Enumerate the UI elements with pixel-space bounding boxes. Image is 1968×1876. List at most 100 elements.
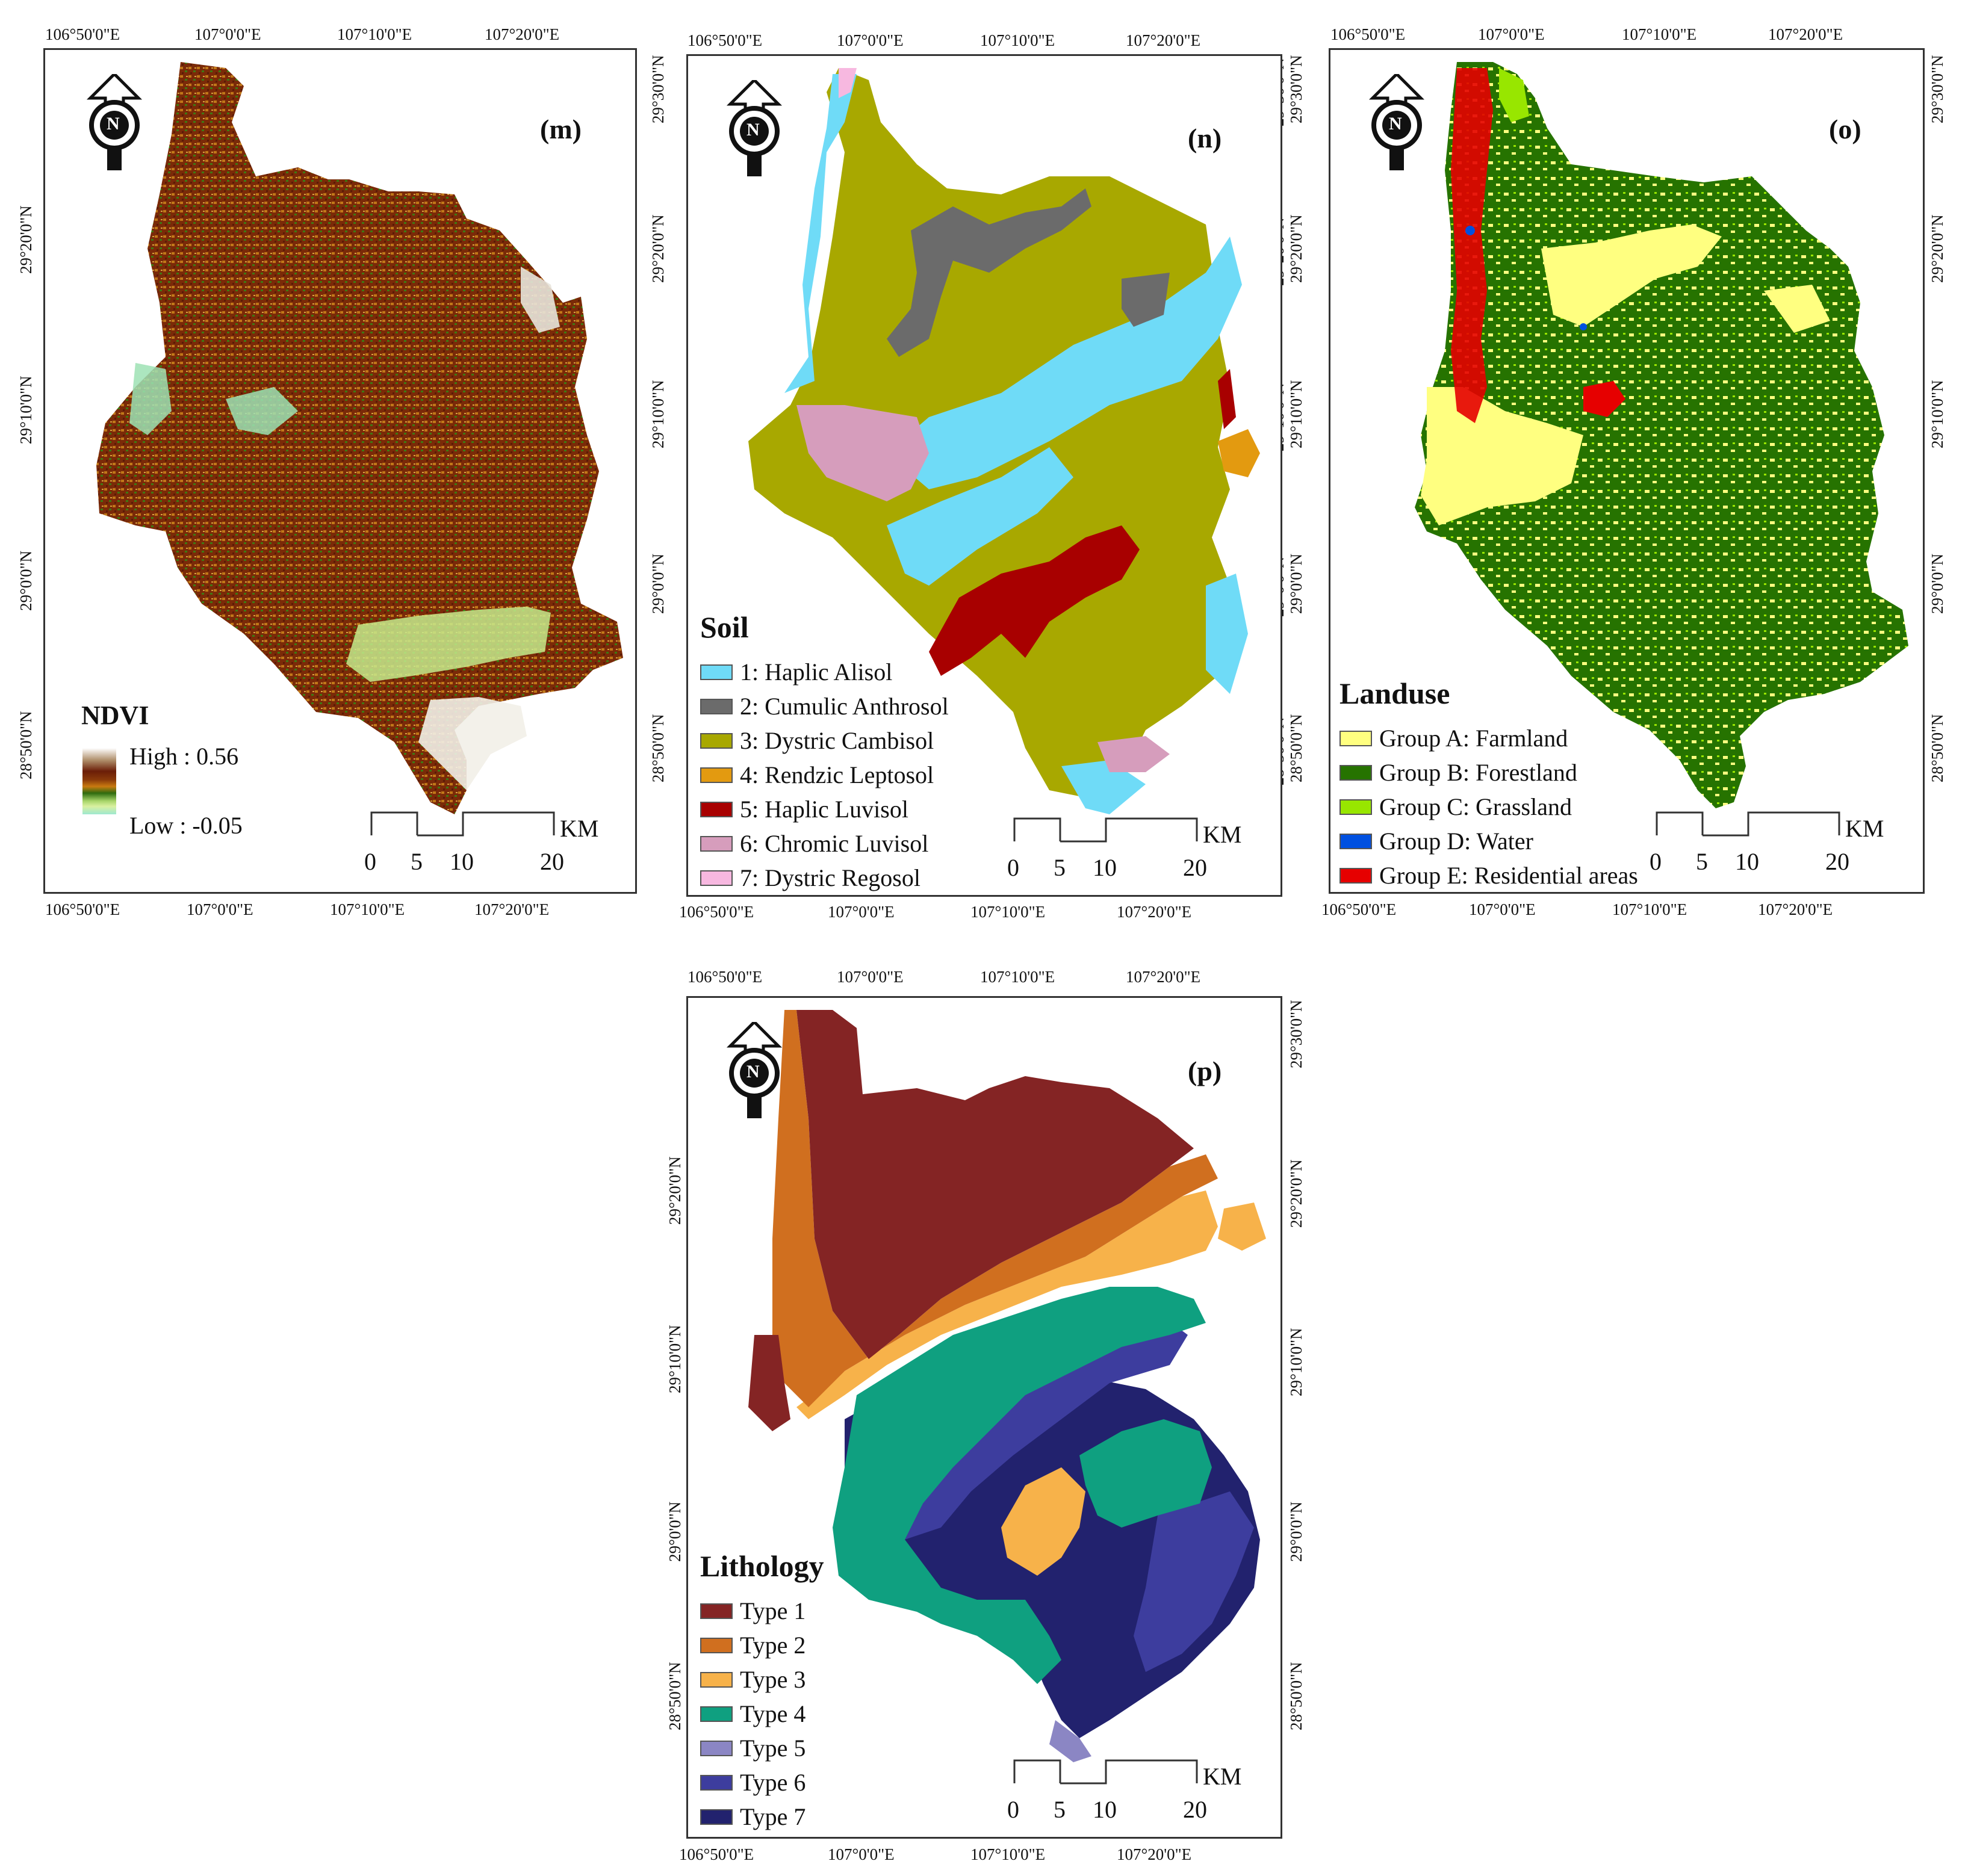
scale-tick: 5 <box>411 848 423 875</box>
panel-label: (n) <box>1188 123 1222 153</box>
right-coord: 29°20'0"N <box>1287 1159 1305 1228</box>
soil-alisol <box>1061 760 1146 814</box>
soil-alisol <box>887 237 1242 489</box>
legend-item: Group E: Residential areas <box>1339 861 1638 890</box>
scale-tick: 10 <box>1735 848 1759 875</box>
scale-unit: KM <box>1203 1763 1242 1790</box>
legend-swatch <box>700 870 733 886</box>
legend-item: 3: Dystric Cambisol <box>700 726 934 755</box>
soil-luvisol <box>929 525 1140 676</box>
bottom-coord: 107°20'0"E <box>1117 903 1192 921</box>
legend-item: Type 2 <box>700 1631 806 1659</box>
legend-swatch <box>700 1809 733 1825</box>
lithology-type6 <box>1134 1491 1254 1672</box>
scale-unit: KM <box>1845 815 1884 842</box>
top-coord: 107°20'0"E <box>1126 968 1201 986</box>
legend-label: Type 5 <box>740 1735 806 1762</box>
legend-label: Type 4 <box>740 1700 806 1727</box>
top-coord: 107°10'0"E <box>1622 25 1697 43</box>
legend-swatch <box>700 1671 733 1688</box>
legend-item: 5: Haplic Luvisol <box>700 795 908 823</box>
grassland-strip <box>1499 68 1529 122</box>
soil-leptosol <box>1218 429 1260 477</box>
lithology-type4 <box>1079 1419 1212 1528</box>
soil-luvisol <box>1218 369 1236 429</box>
panel-label: (o) <box>1829 114 1861 144</box>
water-dot <box>1580 323 1587 330</box>
lithology-type2 <box>772 1010 1218 1407</box>
left-coord: 29°30'0"N <box>1287 55 1305 123</box>
ndvi-green-patch <box>129 363 172 435</box>
left-coord: 29°20'0"N <box>649 214 667 283</box>
soil-alisol <box>784 74 857 393</box>
left-coord: 29°0'0"N <box>649 553 667 614</box>
legend-swatch <box>1339 833 1372 849</box>
legend-label: Group C: Grassland <box>1379 793 1572 820</box>
legend-swatch <box>700 732 733 749</box>
bottom-coord: 107°0'0"E <box>1469 900 1536 918</box>
lithology-type1 <box>748 1335 790 1431</box>
top-coord: 107°20'0"E <box>1126 31 1201 49</box>
soil-anthrosol <box>1122 273 1170 327</box>
scale-tick: 20 <box>1183 854 1207 881</box>
left-coord: 29°10'0"N <box>17 376 35 444</box>
residential-strip <box>1451 68 1493 423</box>
north-arrow-icon: N <box>81 74 147 170</box>
legend-label: 4: Rendzic Leptosol <box>740 761 934 788</box>
left-coord: 29°20'0"N <box>666 1156 684 1225</box>
scale-tick: 0 <box>1650 848 1662 875</box>
soil-alisol <box>1206 574 1248 694</box>
left-coord: 29°30'0"N <box>649 55 667 123</box>
scale-tick: 20 <box>540 848 564 875</box>
legend-item: Group D: Water <box>1339 827 1533 855</box>
legend-label: Type 3 <box>740 1666 806 1693</box>
scale-bar <box>1656 811 1840 837</box>
map-frame-ndvi: N (m) NDVI High : 0.56 Low : -0.05 0 5 1… <box>43 48 637 894</box>
scale-bar <box>1013 1759 1198 1785</box>
panel-label: (m) <box>540 114 582 144</box>
top-coord: 107°0'0"E <box>837 31 904 49</box>
ndvi-valley-band <box>346 607 551 682</box>
legend-item: Type 5 <box>700 1734 806 1762</box>
north-letter: N <box>747 1062 760 1082</box>
top-coord: 107°10'0"E <box>337 25 412 43</box>
legend-swatch <box>700 664 733 680</box>
legend-swatch <box>1339 730 1372 746</box>
right-coord: 29°30'0"N <box>1928 55 1946 123</box>
legend-title: Lithology <box>700 1549 824 1583</box>
legend-swatch <box>700 698 733 714</box>
residential-patch <box>1583 381 1625 417</box>
legend-label: Type 2 <box>740 1632 806 1659</box>
north-arrow-icon: N <box>721 80 787 176</box>
top-coord: 107°10'0"E <box>980 31 1055 49</box>
scale-tick: 5 <box>1054 1796 1066 1823</box>
scale-tick: 10 <box>1093 1796 1117 1823</box>
ndvi-green-patch <box>226 387 298 435</box>
legend-label: Group A: Farmland <box>1379 725 1568 752</box>
legend-title: NDVI <box>81 701 149 730</box>
scale-tick: 10 <box>1093 854 1117 881</box>
legend-label: 2: Cumulic Anthrosol <box>740 693 949 720</box>
ndvi-sparse-area <box>418 697 527 790</box>
lithology-type3 <box>796 1190 1218 1419</box>
farmland-area <box>1764 285 1830 333</box>
bottom-coord: 107°10'0"E <box>330 900 405 918</box>
legend-item: Group C: Grassland <box>1339 793 1572 821</box>
left-coord: 29°10'0"N <box>1287 380 1305 448</box>
scale-tick: 10 <box>450 848 474 875</box>
right-coord: 28°50'0"N <box>1928 714 1946 782</box>
bottom-coord: 107°20'0"E <box>474 900 550 918</box>
map-frame-soil: N (n) Soil 1: Haplic Alisol 2: Cumulic An… <box>686 54 1282 897</box>
legend-item: Type 3 <box>700 1665 806 1694</box>
left-coord: 29°0'0"N <box>17 550 35 611</box>
left-coord: 29°10'0"N <box>666 1325 684 1393</box>
legend-swatch <box>700 1740 733 1756</box>
scale-bar <box>370 811 555 837</box>
ndvi-white-patch <box>521 267 560 333</box>
legend-swatch <box>1339 764 1372 781</box>
ndvi-color-ramp <box>82 748 116 814</box>
legend-item: Group A: Farmland <box>1339 724 1568 752</box>
top-coord: 106°50'0"E <box>45 25 120 43</box>
right-coord: 29°0'0"N <box>1928 553 1946 614</box>
soil-regosol <box>839 68 857 98</box>
